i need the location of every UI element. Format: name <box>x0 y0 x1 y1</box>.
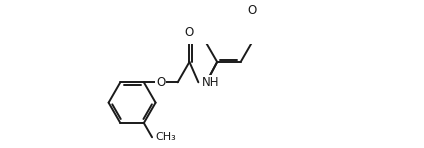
Text: O: O <box>185 26 194 39</box>
Text: O: O <box>156 76 165 89</box>
Text: O: O <box>248 4 257 17</box>
Text: NH: NH <box>202 76 219 89</box>
Text: CH₃: CH₃ <box>155 132 176 142</box>
